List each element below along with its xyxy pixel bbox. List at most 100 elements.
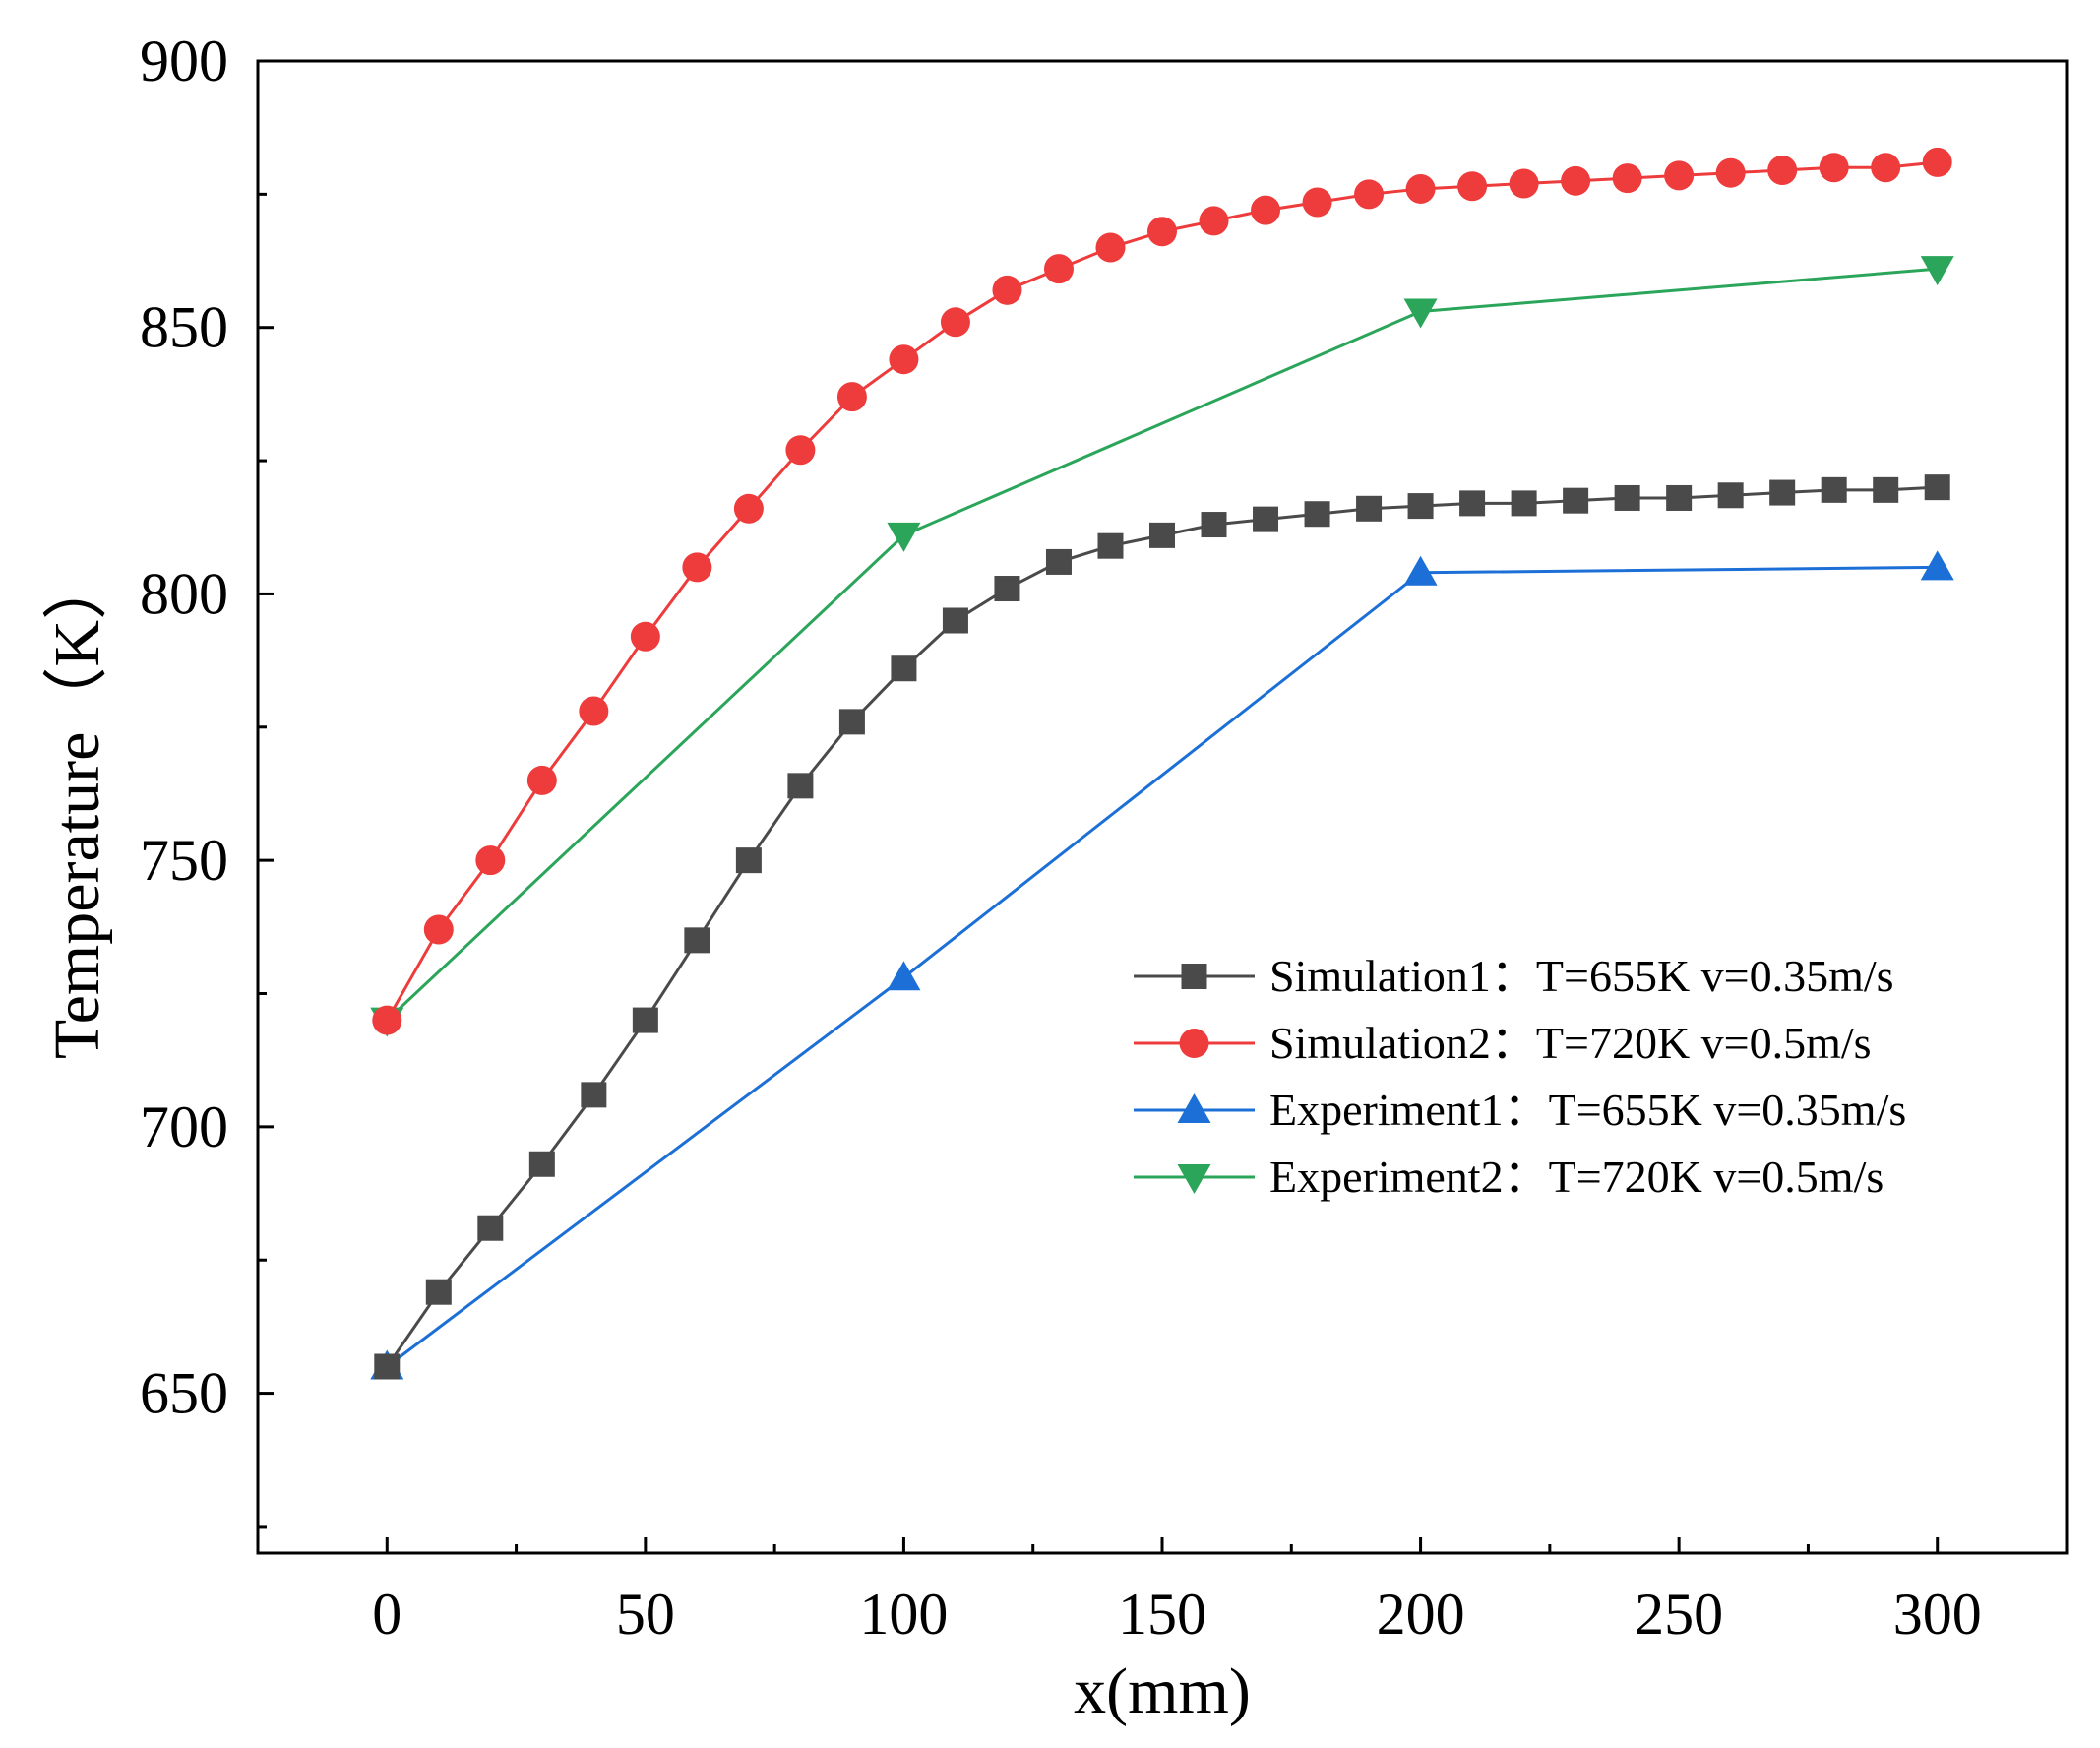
- data-point: [1821, 476, 1847, 503]
- data-point: [1304, 501, 1330, 528]
- data-point: [1561, 165, 1591, 196]
- data-point: [425, 1279, 452, 1305]
- data-point: [942, 607, 968, 634]
- data-point: [1251, 195, 1281, 225]
- data-point: [579, 696, 609, 726]
- data-point: [1920, 256, 1954, 286]
- data-point: [1922, 147, 1952, 177]
- data-point: [632, 1007, 658, 1033]
- data-point: [940, 307, 970, 338]
- data-point: [1043, 254, 1074, 284]
- data-point: [1199, 206, 1229, 236]
- series-1: [374, 474, 1950, 1380]
- data-point: [630, 621, 660, 652]
- legend-label: Experiment1：T=655K v=0.35m/s: [1269, 1085, 1906, 1135]
- data-point: [1769, 479, 1796, 506]
- data-point: [787, 773, 814, 799]
- data-point: [1403, 555, 1438, 586]
- data-point: [836, 382, 867, 412]
- data-point: [423, 914, 454, 945]
- axis-ticks: 0 50 100 150 200 250 300 650 700 750 800 850 900: [140, 29, 1982, 1647]
- x-tick-label: 250: [1635, 1582, 1723, 1647]
- data-point: [1356, 495, 1383, 522]
- y-tick-label: 850: [140, 295, 228, 360]
- data-point: [838, 709, 865, 735]
- data-point: [528, 1151, 555, 1177]
- legend-entry: Experiment2：T=720K v=0.5m/s: [1134, 1152, 1884, 1202]
- legend-entry: Experiment1：T=655K v=0.35m/s: [1134, 1085, 1906, 1135]
- data-point: [1612, 163, 1642, 194]
- data-point: [785, 435, 816, 466]
- legend-entry: Simulation2：T=720K v=0.5m/s: [1134, 1018, 1872, 1068]
- data-point: [372, 1005, 402, 1035]
- data-point: [1201, 512, 1227, 538]
- legend-entry: Simulation1：T=655K v=0.35m/s: [1134, 951, 1894, 1001]
- data-point: [1403, 298, 1438, 329]
- y-tick-label: 650: [140, 1361, 228, 1426]
- data-point: [887, 961, 921, 991]
- data-point: [1457, 171, 1488, 202]
- y-axis-title: Temperature（K）: [41, 555, 113, 1059]
- data-point: [1147, 217, 1177, 247]
- legend-label: Simulation2：T=720K v=0.5m/s: [1269, 1018, 1872, 1068]
- data-point: [1509, 168, 1539, 199]
- y-tick-label: 750: [140, 828, 228, 893]
- data-point: [887, 522, 921, 552]
- data-point: [526, 765, 557, 795]
- data-point: [992, 275, 1022, 305]
- data-point: [1563, 487, 1589, 514]
- x-tick-label: 200: [1377, 1582, 1465, 1647]
- legend-label: Experiment2：T=720K v=0.5m/s: [1269, 1152, 1884, 1202]
- y-tick-label: 900: [140, 29, 228, 94]
- data-point: [475, 845, 506, 876]
- data-point: [1095, 232, 1126, 263]
- data-point: [1924, 474, 1950, 501]
- x-axis-title: x(mm): [1074, 1655, 1251, 1727]
- data-point: [1459, 490, 1486, 517]
- series-line: [386, 565, 1938, 1368]
- data-point: [1614, 484, 1640, 511]
- x-tick-label: 0: [372, 1582, 401, 1647]
- data-point: [1149, 522, 1175, 548]
- x-tick-label: 150: [1118, 1582, 1206, 1647]
- data-point: [1405, 173, 1436, 204]
- legend-marker: [1181, 964, 1207, 989]
- data-point: [994, 576, 1020, 602]
- legend-marker: [1177, 1164, 1211, 1194]
- data-point: [1717, 482, 1744, 509]
- data-point: [891, 656, 917, 682]
- data-point: [1920, 550, 1954, 581]
- y-tick-label: 800: [140, 561, 228, 626]
- data-point: [1666, 484, 1693, 511]
- data-point: [733, 493, 764, 524]
- data-point: [1302, 187, 1332, 218]
- x-tick-label: 100: [859, 1582, 948, 1647]
- data-point: [1871, 153, 1901, 183]
- data-point: [1511, 490, 1537, 517]
- data-point: [682, 552, 712, 583]
- legend-marker: [1177, 1093, 1211, 1123]
- plot-marks: [370, 147, 1954, 1380]
- series-line: [386, 267, 1938, 1022]
- data-point: [1664, 160, 1695, 191]
- data-point: [581, 1082, 607, 1108]
- data-point: [1819, 153, 1849, 183]
- data-point: [374, 1353, 401, 1380]
- data-point: [1407, 493, 1434, 520]
- data-point: [889, 344, 919, 375]
- data-point: [684, 927, 710, 954]
- legend: Simulation1：T=655K v=0.35m/s Simulation2：…: [1134, 951, 1906, 1202]
- series-2: [372, 147, 1952, 1035]
- data-point: [1767, 155, 1798, 185]
- x-tick-label: 300: [1893, 1582, 1982, 1647]
- data-point: [1873, 476, 1899, 503]
- y-tick-label: 700: [140, 1094, 228, 1159]
- data-point: [1097, 532, 1124, 559]
- data-point: [735, 847, 762, 874]
- data-point: [477, 1215, 504, 1241]
- data-point: [1253, 506, 1279, 532]
- data-point: [1715, 157, 1746, 188]
- data-point: [1045, 548, 1072, 575]
